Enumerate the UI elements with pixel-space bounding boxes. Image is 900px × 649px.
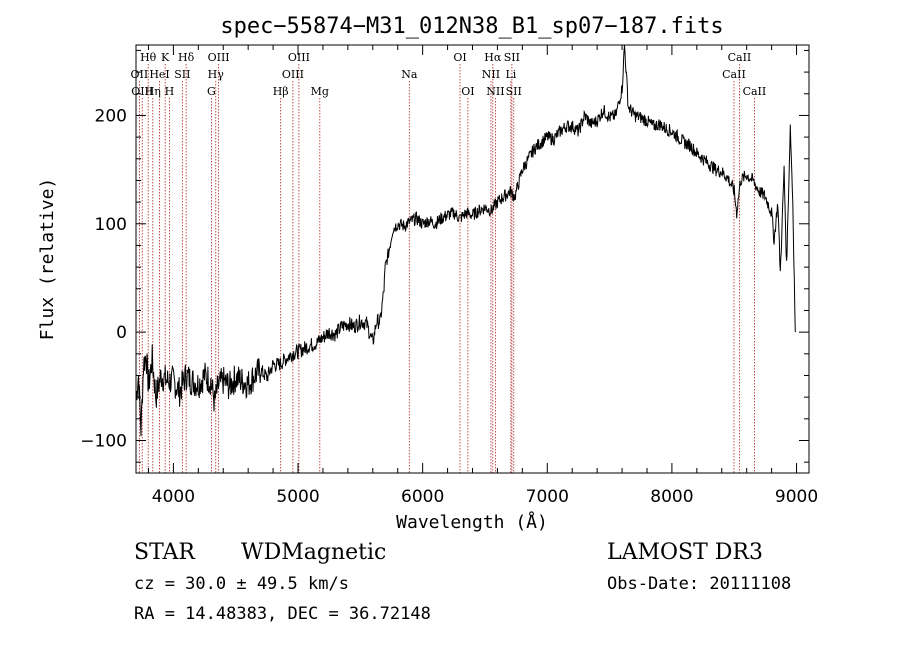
marker-label-23: Mg [311,85,329,98]
object-class: STAR [134,540,196,565]
y-tick-label-3: 200 [95,106,127,126]
x-tick-label-2: 6000 [401,487,444,507]
x-tick-label-3: 7000 [526,487,569,507]
y-tick-label-1: 0 [116,323,127,343]
marker-label-14: Na [401,68,418,81]
x-tick-label-1: 5000 [276,487,319,507]
chart-title: spec−55874−M31_012N38_B1_sp07−187.fits [220,14,723,39]
marker-label-19: Hη [145,85,161,98]
marker-label-8: CaII [728,51,752,64]
marker-label-25: NII [486,85,504,98]
marker-label-16: Li [505,68,516,81]
survey-name: LAMOST DR3 [607,540,763,565]
y-tick-label-0: −100 [80,431,127,451]
marker-label-27: CaII [743,85,767,98]
marker-label-3: OIII [208,51,230,64]
marker-label-1: K [161,51,170,64]
marker-label-12: Hγ [208,68,225,81]
series-group [135,44,796,437]
marker-label-15: NII [482,68,500,81]
redshift-cz: cz = 30.0 ± 49.5 km/s [134,574,349,594]
marker-label-13: OIII [282,68,304,81]
marker-label-5: OI [453,51,466,64]
plot-frame [135,44,810,474]
ra-dec: RA = 14.48383, DEC = 36.72148 [134,604,431,624]
obs-date: Obs-Date: 20111108 [607,574,791,594]
x-tick-label-5: 9000 [775,487,818,507]
spectrum-line [135,44,796,437]
marker-label-21: G [207,85,216,98]
marker-label-6: Hα [484,51,502,64]
marker-label-7: SII [504,51,520,64]
object-subclass: WDMagnetic [241,540,386,565]
x-tick-label-0: 4000 [152,487,195,507]
x-axis-label: Wavelength (Å) [396,511,548,533]
marker-label-24: OI [461,85,474,98]
marker-label-10: HeI [149,68,169,81]
y-tick-label-2: 100 [95,215,127,235]
marker-label-17: CaII [722,68,746,81]
marker-label-20: H [165,85,175,98]
marker-label-11: SII [174,68,190,81]
marker-label-9: OII [131,68,149,81]
marker-label-18: OIII [131,85,153,98]
marker-label-4: OIII [288,51,310,64]
marker-label-2: Hδ [178,51,195,64]
axes-group: 4000 5000 6000 7000 8000 9000 −100 0 100 200 [80,45,818,507]
y-axis-label: Flux (relative) [37,178,58,341]
x-tick-label-4: 8000 [650,487,693,507]
marker-label-0: Hθ [140,51,157,64]
marker-label-26: SII [506,85,522,98]
marker-label-22: Hβ [273,85,289,98]
